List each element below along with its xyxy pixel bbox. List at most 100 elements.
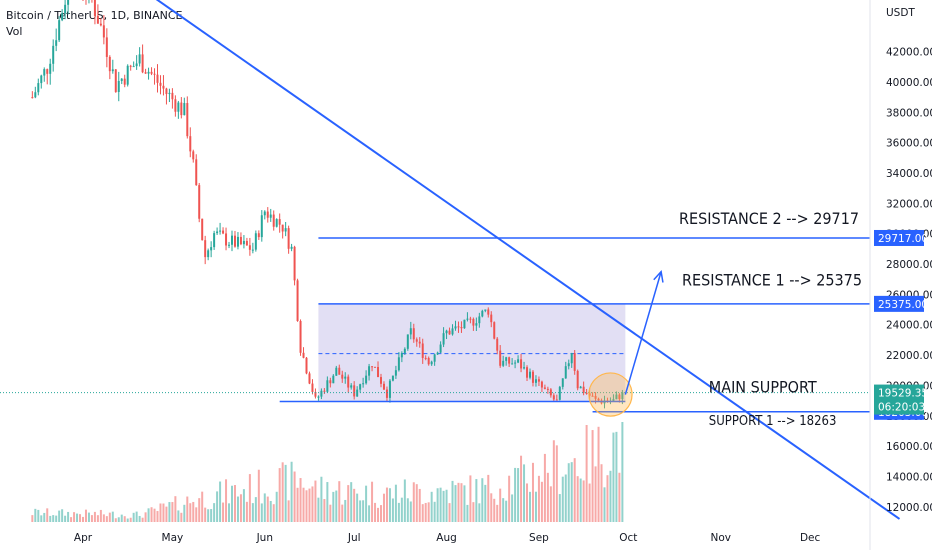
volume-bar	[183, 504, 186, 522]
candle-body	[168, 92, 171, 95]
volume-bar	[117, 517, 120, 522]
volume-bar	[207, 509, 210, 522]
candle-body	[263, 211, 266, 216]
candle-body	[61, 13, 64, 21]
candle-body	[549, 389, 552, 396]
candle-body	[350, 385, 353, 388]
candle-body	[284, 228, 287, 232]
candle-body	[323, 390, 326, 392]
candle-body	[189, 136, 192, 152]
volume-bar	[76, 513, 79, 522]
candle-body	[293, 246, 296, 281]
candle-body	[216, 231, 219, 234]
volume-bar	[287, 500, 290, 522]
volume-bar	[84, 509, 87, 522]
volume-bar	[362, 500, 365, 522]
volume-bar	[517, 468, 520, 522]
volume-bar	[380, 505, 382, 522]
volume-bar	[153, 508, 156, 522]
volume-bar	[320, 476, 323, 522]
candle-body	[526, 367, 529, 378]
candle-body	[385, 389, 388, 398]
candle-body	[180, 102, 183, 116]
volume-bar	[290, 461, 293, 522]
price-badge	[874, 295, 924, 312]
candle-body	[451, 328, 454, 335]
volume-bar	[418, 488, 421, 522]
volume-bar	[201, 491, 204, 522]
volume-bar	[603, 487, 606, 522]
candle-body	[46, 69, 49, 74]
candle-body	[49, 63, 52, 74]
candle-body	[201, 218, 204, 241]
volume-bar	[213, 503, 216, 522]
candle-body	[311, 383, 314, 392]
candle-body	[371, 366, 374, 368]
volume-bar	[242, 489, 245, 522]
volume-bar	[165, 506, 168, 522]
volume-bar	[55, 515, 58, 522]
candle-body	[391, 375, 394, 381]
volume-bar	[350, 482, 353, 522]
volume-bar	[168, 502, 171, 522]
volume-bar	[147, 508, 150, 522]
volume-bar	[254, 497, 257, 522]
volume-bar	[618, 472, 621, 522]
volume-bar	[180, 512, 183, 522]
volume-bar	[546, 472, 549, 522]
time-tick-label: Oct	[619, 532, 637, 544]
volume-bar	[186, 496, 189, 522]
volume-bar	[478, 503, 481, 522]
volume-bar	[102, 514, 105, 522]
volume-bar	[460, 483, 463, 522]
candle-body	[55, 40, 58, 46]
annotation-label: RESISTANCE 2 --> 29717	[679, 209, 859, 228]
volume-bar	[520, 455, 523, 522]
volume-bar	[558, 494, 561, 522]
volume-bars-layer	[31, 422, 624, 522]
candle-body	[254, 233, 257, 250]
time-tick-label: Dec	[800, 532, 821, 544]
candle-body	[332, 375, 335, 384]
volume-bar	[374, 502, 377, 522]
candle-body	[296, 280, 299, 321]
drawing-lines-layer	[0, 0, 901, 520]
volume-bar	[523, 464, 526, 522]
volume-bar	[135, 511, 138, 522]
candle-body	[546, 388, 549, 390]
candle-body	[466, 318, 469, 320]
candle-body	[409, 328, 412, 335]
volume-bar	[582, 480, 585, 522]
candle-body	[523, 367, 526, 369]
volume-bar	[496, 504, 499, 522]
candle-body	[138, 54, 141, 64]
candle-body	[588, 393, 591, 396]
price-tick-label: 40000.00	[886, 77, 932, 89]
volume-bar	[82, 516, 84, 522]
volume-bar	[430, 491, 433, 522]
volume-bar	[391, 498, 394, 522]
candle-body	[281, 224, 284, 232]
candle-body	[198, 185, 201, 219]
volume-bar	[171, 502, 174, 522]
candle-body	[257, 233, 260, 238]
volume-bar	[204, 507, 207, 522]
candle-body	[496, 338, 499, 351]
volume-bar	[326, 482, 329, 522]
candle-body	[231, 235, 233, 245]
price-tick-label: 28000.00	[886, 259, 932, 271]
volume-bar	[64, 515, 67, 522]
candle-body	[490, 314, 493, 323]
volume-bar	[591, 430, 594, 522]
candle-body	[40, 75, 43, 84]
candle-body	[219, 230, 222, 232]
volume-bar	[609, 470, 612, 522]
candle-body	[382, 383, 385, 390]
candle-body	[481, 310, 484, 317]
candle-body	[388, 380, 391, 398]
volume-bar	[58, 510, 61, 522]
candle-body	[567, 363, 570, 367]
candle-body	[34, 92, 37, 98]
volume-bar	[576, 476, 579, 522]
